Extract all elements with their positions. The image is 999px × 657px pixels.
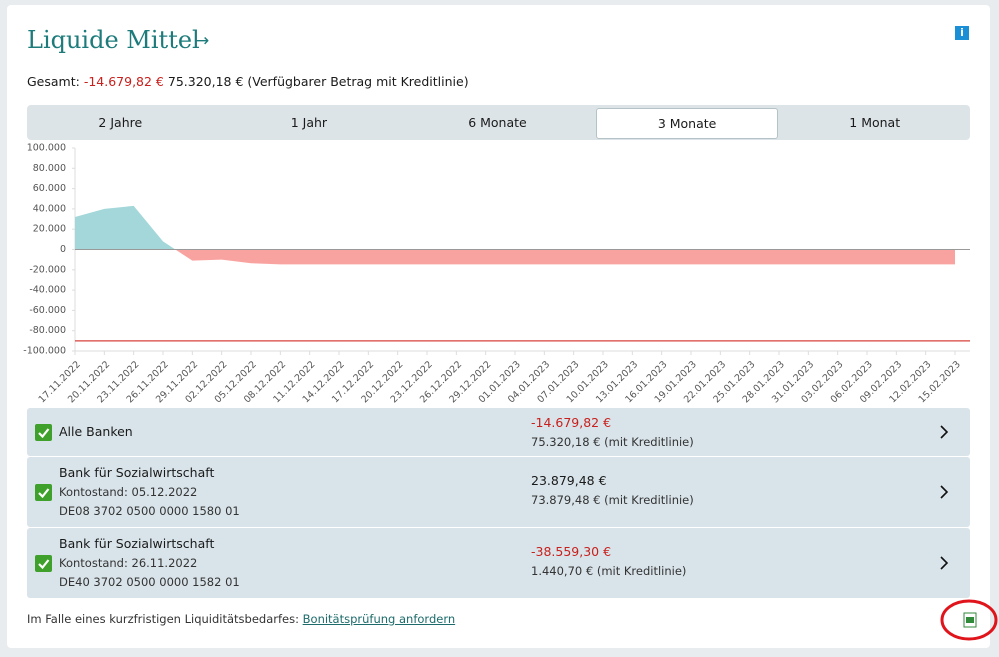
y-tick-label: 20.000 [33, 224, 66, 235]
chevron-icon [940, 485, 949, 499]
checkmark [38, 559, 50, 570]
tab-bar: 2 Jahre 1 Jahr 6 Monate 3 Monate 1 Monat [27, 105, 970, 140]
info-icon[interactable]: i [955, 26, 969, 40]
account-balance: 23.879,48 € [531, 473, 607, 488]
tab[interactable]: 2 Jahre [98, 115, 143, 130]
account-name: Bank für Sozialwirtschaft [59, 465, 215, 480]
account-detail: DE08 3702 0500 0000 1580 01 [59, 504, 240, 518]
summary-label: Gesamt: [27, 74, 80, 89]
summary: Gesamt: -14.679,82 € 75.320,18 € (Verfüg… [27, 74, 469, 89]
export-icon[interactable] [938, 598, 998, 643]
y-tick-label: -40.000 [29, 285, 66, 296]
account-credit: 1.440,70 € (mit Kreditlinie) [531, 564, 687, 578]
y-tick-label: 60.000 [33, 183, 66, 194]
account-credit: 73.879,48 € (mit Kreditlinie) [531, 493, 694, 507]
account-row[interactable]: Alle Banken -14.679,82 € 75.320,18 € (mit … [27, 408, 970, 456]
tab[interactable]: 6 Monate [468, 115, 527, 130]
chevron[interactable] [939, 424, 949, 443]
y-tick-label: 40.000 [33, 203, 66, 214]
chevron[interactable] [939, 555, 949, 574]
account-detail: DE40 3702 0500 0000 1582 01 [59, 575, 240, 589]
account-credit: 75.320,18 € (mit Kreditlinie) [531, 435, 694, 449]
account-detail: Kontostand: 05.12.2022 [59, 485, 198, 499]
title-arrow[interactable]: → [195, 31, 210, 51]
y-tick-label: 100.000 [27, 143, 66, 154]
account-row[interactable]: Bank für Sozialwirtschaft Kontostand: 05.… [27, 457, 970, 527]
y-tick-label: 80.000 [33, 163, 66, 174]
checkmark [38, 428, 50, 439]
tab[interactable]: 1 Monat [849, 115, 901, 130]
y-tick-label: -60.000 [29, 305, 66, 316]
y-tick-label: -80.000 [29, 325, 66, 336]
account-balance: -38.559,30 € [531, 544, 612, 559]
chart: 100.000 80.000 60.000 40.000 20.000 0 -20.000 -… [23, 143, 970, 405]
footer-text: Im Falle eines kurzfristigen Liquiditäts… [27, 612, 299, 626]
footer-link[interactable]: Bonitätsprüfung anfordern [302, 612, 456, 626]
chevron[interactable] [939, 484, 949, 503]
y-tick-label: -20.000 [29, 264, 66, 275]
highlight-circle [940, 599, 998, 641]
account-balance: -14.679,82 € [531, 415, 612, 430]
excel-icon-mark [966, 617, 974, 623]
footer: Im Falle eines kurzfristigen Liquiditäts… [27, 612, 455, 626]
summary-available: 75.320,18 € (Verfügbarer Betrag mit Kred… [167, 74, 469, 89]
chevron-icon [940, 425, 949, 439]
tab[interactable]: 3 Monate [595, 108, 779, 139]
account-name: Bank für Sozialwirtschaft [59, 536, 215, 551]
summary-balance: -14.679,82 € [83, 74, 164, 89]
checkbox[interactable] [35, 484, 52, 501]
checkbox[interactable] [35, 555, 52, 572]
tab[interactable]: 1 Jahr [290, 115, 328, 130]
chevron-icon [940, 556, 949, 570]
y-tick-label: 0 [60, 244, 66, 255]
page-title[interactable]: Liquide Mittel [27, 26, 200, 54]
account-row[interactable]: Bank für Sozialwirtschaft Kontostand: 26.… [27, 528, 970, 598]
account-name: Alle Banken [59, 424, 133, 439]
y-tick-label: -100.000 [23, 346, 66, 357]
account-detail: Kontostand: 26.11.2022 [59, 556, 198, 570]
area [75, 205, 955, 265]
checkmark [38, 488, 50, 499]
checkbox[interactable] [35, 424, 52, 441]
